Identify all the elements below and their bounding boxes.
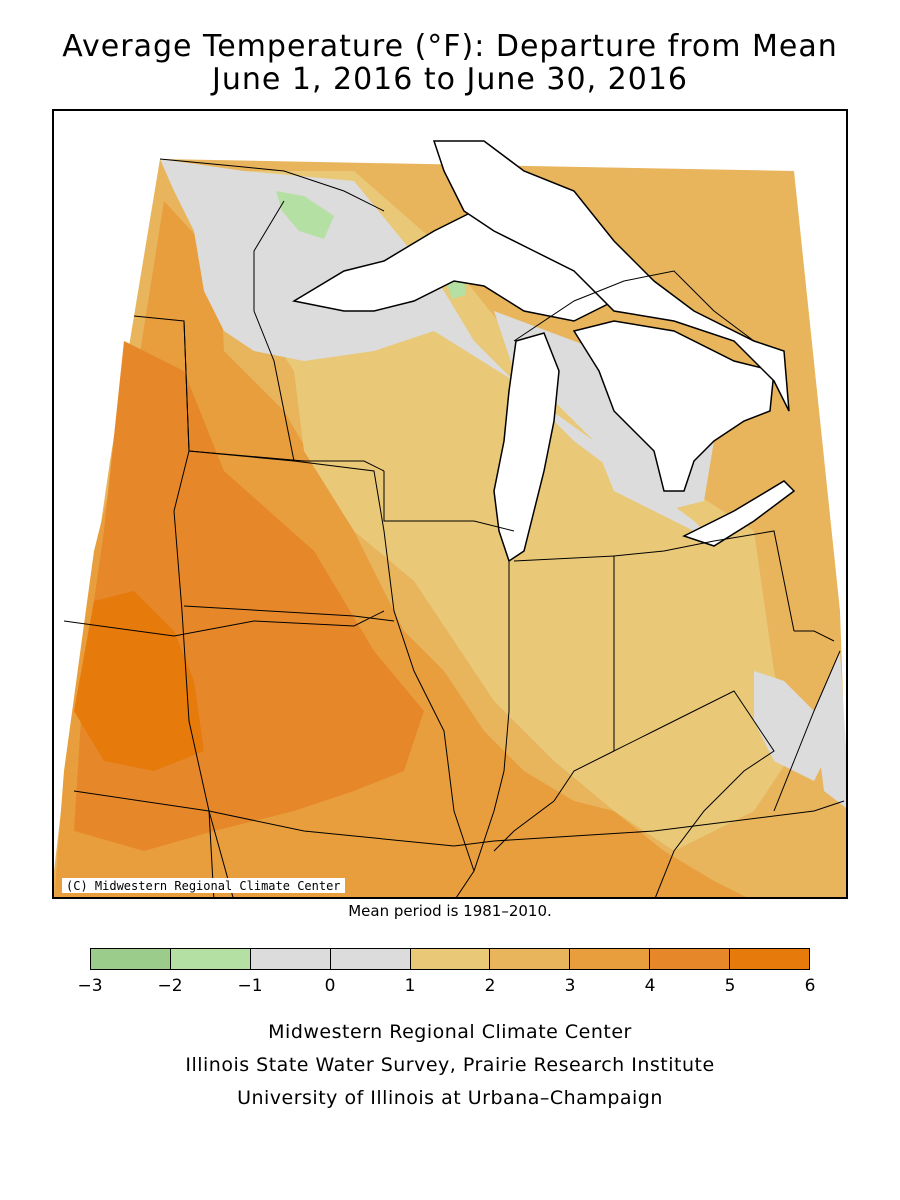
legend-tick-label: −2 [157, 976, 183, 996]
legend-tick-label: −1 [237, 976, 263, 996]
legend-swatch-3 [330, 949, 411, 969]
legend-swatch-6 [570, 949, 651, 969]
state-borders [63, 158, 845, 897]
legend-tick-label: 4 [644, 976, 656, 996]
legend-swatch-0 [91, 949, 171, 969]
credit-mrcc: Midwestern Regional Climate Center [268, 1021, 632, 1043]
temperature-departure-map [54, 140, 846, 897]
cool-patch [276, 191, 334, 239]
lake-huron [572, 320, 775, 492]
legend-tick-label: 5 [724, 976, 736, 996]
map-frame: (C) Midwestern Regional Climate Center [52, 109, 848, 899]
legend-swatch-2 [250, 949, 331, 969]
legend-tick-label: 1 [404, 976, 416, 996]
ontario-north-land [432, 140, 790, 412]
legend-tick-label: 0 [324, 976, 336, 996]
map-copyright: (C) Midwestern Regional Climate Center [62, 878, 345, 893]
credit-isws: Illinois State Water Survey, Prairie Res… [185, 1054, 715, 1076]
legend-tick-label: 3 [564, 976, 576, 996]
lake-michigan [493, 332, 560, 563]
color-legend [90, 948, 810, 970]
map-date-range: June 1, 2016 to June 30, 2016 [211, 62, 689, 97]
legend-swatch-8 [730, 949, 810, 969]
neutral-ohio-river [754, 671, 829, 781]
legend-tick-labels: −3 −2 −1 0 1 2 3 4 5 6 [77, 976, 815, 1000]
mean-period-note: Mean period is 1981–2010. [348, 902, 552, 920]
legend-swatch-5 [490, 949, 571, 969]
legend-swatch-1 [170, 949, 251, 969]
neutral-upper-midwest [160, 159, 714, 541]
legend-swatch-4 [410, 949, 491, 969]
map-title: Average Temperature (°F): Departure from… [62, 29, 838, 64]
legend-tick-label: 6 [804, 976, 816, 996]
legend-tick-label: −3 [77, 976, 103, 996]
lake-erie [682, 480, 796, 547]
credit-uiuc: University of Illinois at Urbana–Champai… [237, 1087, 663, 1109]
legend-swatch-7 [650, 949, 731, 969]
legend-tick-label: 2 [484, 976, 496, 996]
neutral-east-edge [814, 651, 846, 808]
